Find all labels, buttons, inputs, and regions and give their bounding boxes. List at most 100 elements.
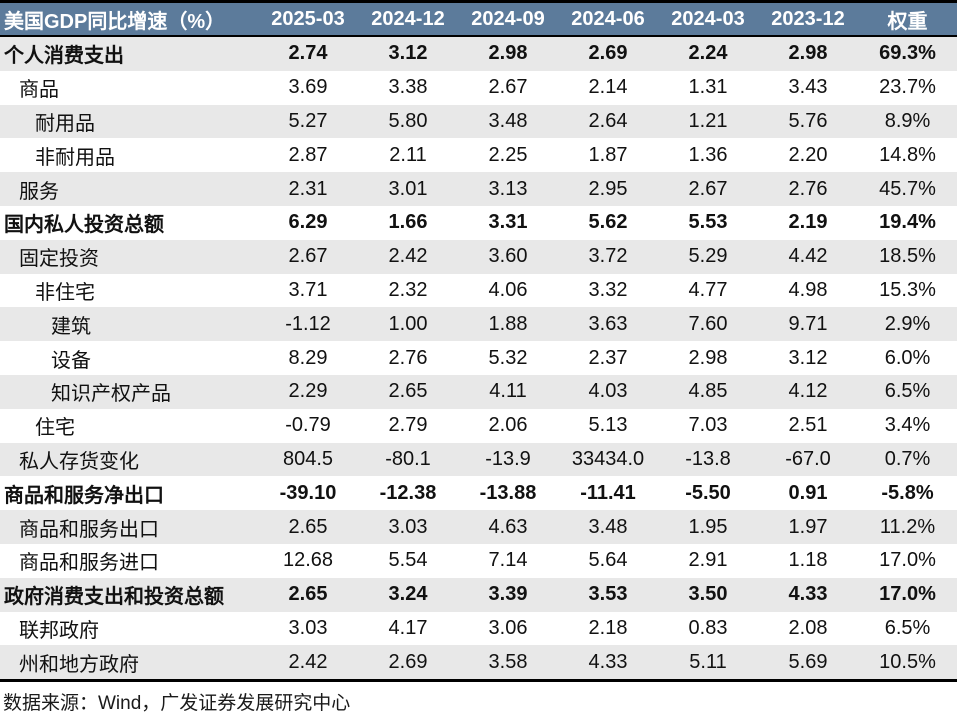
cell-value: 2.98 xyxy=(788,42,828,65)
cell-value: 1.87 xyxy=(588,143,628,166)
cell-value: 2.29 xyxy=(288,380,328,403)
cell-value: 4.85 xyxy=(688,380,728,403)
table-row: 私人存货变化 804.5 -80.1 -13.9 33434.0 -13.8 -67.0 0.… xyxy=(0,442,957,477)
cell-value: 2.06 xyxy=(488,414,528,437)
cell-value: 1.66 xyxy=(388,211,428,234)
cell-value: 4.03 xyxy=(588,380,628,403)
cell-value: 5.54 xyxy=(388,549,428,572)
table-header: 美国GDP同比增速（%） 2025-03 2024-12 2024-09 202… xyxy=(0,3,957,37)
cell-value: 5.32 xyxy=(488,346,528,369)
cell-value: 19.4% xyxy=(879,211,936,234)
cell-value: 3.60 xyxy=(488,245,528,268)
row-label: 私人存货变化 xyxy=(19,450,139,473)
cell-value: 3.63 xyxy=(588,312,628,335)
cell-value: 6.5% xyxy=(884,380,931,403)
cell-value: 5.13 xyxy=(588,414,628,437)
row-label: 政府消费支出和投资总额 xyxy=(4,586,224,609)
column-header-2024-06: 2024-06 xyxy=(558,3,658,37)
table-row: 联邦政府 3.03 4.17 3.06 2.18 0.83 2.08 6.5% xyxy=(0,612,957,646)
cell-value: 3.12 xyxy=(388,42,428,65)
cell-value: 3.50 xyxy=(688,583,728,606)
cell-value: 2.25 xyxy=(488,143,528,166)
cell-value: 1.36 xyxy=(688,143,728,166)
cell-value: 2.98 xyxy=(488,42,528,65)
column-header-weight: 权重 xyxy=(858,3,957,37)
cell-value: 1.00 xyxy=(388,312,428,335)
cell-value: -5.50 xyxy=(685,481,731,504)
column-header-2023-12: 2023-12 xyxy=(758,3,858,37)
cell-value: 0.91 xyxy=(788,481,828,504)
cell-value: 2.76 xyxy=(388,346,428,369)
cell-value: 5.76 xyxy=(788,109,828,132)
cell-value: 3.4% xyxy=(884,414,931,437)
cell-value: 5.53 xyxy=(688,211,728,234)
cell-value: -1.12 xyxy=(285,312,331,335)
cell-value: 2.14 xyxy=(588,76,628,99)
cell-value: 2.11 xyxy=(389,143,427,166)
cell-value: 4.06 xyxy=(488,278,528,301)
row-label: 住宅 xyxy=(35,417,75,440)
table-row: 服务 2.31 3.01 3.13 2.95 2.67 2.76 45.7% xyxy=(0,172,957,206)
cell-value: 5.29 xyxy=(688,245,728,268)
cell-value: 3.32 xyxy=(588,278,628,301)
row-label: 固定投资 xyxy=(19,248,99,271)
cell-value: 5.80 xyxy=(388,109,428,132)
cell-value: 2.18 xyxy=(588,616,628,639)
table-row: 商品 3.69 3.38 2.67 2.14 1.31 3.43 23.7% xyxy=(0,71,957,105)
cell-value: 1.31 xyxy=(688,76,728,99)
cell-value: -0.79 xyxy=(285,414,331,437)
cell-value: 1.88 xyxy=(488,312,528,335)
cell-value: 5.27 xyxy=(288,109,328,132)
table-row: 个人消费支出 2.74 3.12 2.98 2.69 2.24 2.98 69.3% xyxy=(0,36,957,71)
cell-value: 0.83 xyxy=(688,616,728,639)
row-label: 服务 xyxy=(19,180,59,203)
cell-value: 2.79 xyxy=(388,414,428,437)
cell-value: 1.95 xyxy=(688,515,728,538)
cell-value: 12.68 xyxy=(282,549,334,572)
cell-value: 2.67 xyxy=(288,245,328,268)
cell-value: 3.38 xyxy=(388,76,428,99)
cell-value: 3.01 xyxy=(388,177,428,200)
cell-value: 0.7% xyxy=(884,447,931,470)
cell-value: 4.77 xyxy=(688,278,728,301)
cell-value: 4.42 xyxy=(788,245,828,268)
cell-value: 2.65 xyxy=(388,380,428,403)
row-label: 商品和服务进口 xyxy=(19,552,159,575)
cell-value: 1.97 xyxy=(788,515,828,538)
cell-value: 2.98 xyxy=(688,346,728,369)
cell-value: 2.95 xyxy=(588,177,628,200)
cell-value: 6.29 xyxy=(288,211,328,234)
table-row: 建筑 -1.12 1.00 1.88 3.63 7.60 9.71 2.9% xyxy=(0,307,957,342)
cell-value: -12.38 xyxy=(379,481,437,504)
column-header-2024-03: 2024-03 xyxy=(658,3,758,37)
cell-value: -5.8% xyxy=(881,481,934,504)
table-row: 固定投资 2.67 2.42 3.60 3.72 5.29 4.42 18.5% xyxy=(0,239,957,274)
cell-value: 3.71 xyxy=(288,278,328,301)
cell-value: 9.71 xyxy=(788,312,828,335)
gdp-growth-table: 美国GDP同比增速（%） 2025-03 2024-12 2024-09 202… xyxy=(0,3,957,680)
cell-value: 2.24 xyxy=(688,42,728,65)
row-label: 商品和服务净出口 xyxy=(4,484,164,507)
cell-value: 2.69 xyxy=(588,42,628,65)
cell-value: 2.67 xyxy=(488,76,528,99)
cell-value: 2.74 xyxy=(288,42,328,65)
cell-value: -11.41 xyxy=(580,481,636,504)
cell-value: 2.08 xyxy=(788,616,828,639)
cell-value: 4.33 xyxy=(788,583,828,606)
cell-value: -80.1 xyxy=(385,447,431,470)
cell-value: -67.0 xyxy=(785,447,831,470)
cell-value: 2.42 xyxy=(288,650,328,673)
cell-value: 10.5% xyxy=(879,650,936,673)
cell-value: 8.29 xyxy=(288,346,328,369)
row-label: 设备 xyxy=(51,349,91,372)
table-row: 州和地方政府 2.42 2.69 3.58 4.33 5.11 5.69 10.5% xyxy=(0,645,957,680)
row-label: 国内私人投资总额 xyxy=(4,214,164,237)
cell-value: 2.76 xyxy=(788,177,828,200)
cell-value: 3.58 xyxy=(488,650,528,673)
cell-value: 2.9% xyxy=(884,312,931,335)
row-label: 商品和服务出口 xyxy=(19,518,159,541)
cell-value: -39.10 xyxy=(279,481,337,504)
cell-value: 17.0% xyxy=(879,549,936,572)
cell-value: -13.9 xyxy=(485,447,531,470)
